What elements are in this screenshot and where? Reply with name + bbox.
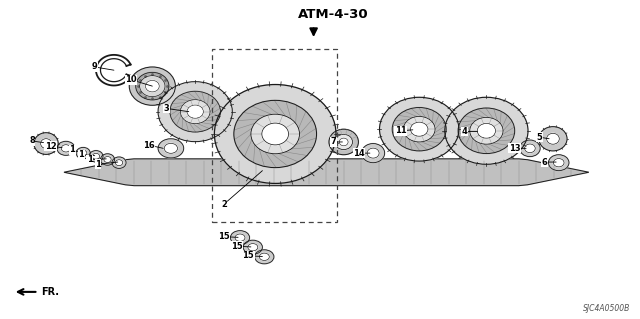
Ellipse shape [520,140,540,157]
Ellipse shape [362,144,385,163]
Text: 1: 1 [78,150,95,159]
Text: 15: 15 [218,232,238,241]
Ellipse shape [34,133,58,154]
Ellipse shape [367,148,379,158]
Ellipse shape [392,108,446,151]
Ellipse shape [380,97,459,161]
Ellipse shape [262,123,289,145]
Ellipse shape [255,250,274,264]
Text: 11: 11 [395,126,413,135]
Text: 8: 8 [29,137,44,145]
Text: FR.: FR. [42,287,60,297]
Ellipse shape [40,139,52,148]
Text: 5: 5 [536,133,549,142]
Polygon shape [64,159,589,186]
Ellipse shape [339,138,348,146]
Ellipse shape [145,80,159,92]
Ellipse shape [104,157,111,162]
Ellipse shape [477,123,495,138]
Text: 9: 9 [92,63,114,71]
Text: 7: 7 [331,137,342,146]
Bar [212,49,337,222]
Ellipse shape [136,72,169,100]
Ellipse shape [335,134,353,150]
Ellipse shape [100,154,115,165]
Text: 14: 14 [353,149,370,158]
Ellipse shape [548,155,569,171]
Text: 10: 10 [125,75,152,86]
Ellipse shape [57,141,75,155]
Ellipse shape [158,82,232,142]
Text: 3: 3 [164,104,189,113]
Ellipse shape [180,100,210,124]
Ellipse shape [403,116,435,142]
Text: 1: 1 [69,145,82,154]
Ellipse shape [243,240,262,254]
Ellipse shape [112,157,126,168]
Ellipse shape [554,159,564,167]
Ellipse shape [410,122,428,136]
Ellipse shape [170,91,220,132]
Ellipse shape [129,67,175,105]
Ellipse shape [458,108,515,153]
Ellipse shape [525,144,535,153]
Text: 6: 6 [541,158,556,167]
Text: 2: 2 [221,171,262,209]
Text: ATM-4-30: ATM-4-30 [298,8,368,21]
Ellipse shape [329,129,358,155]
Ellipse shape [140,76,165,97]
Ellipse shape [164,143,177,153]
Text: SJC4A0500B: SJC4A0500B [583,304,630,313]
Ellipse shape [547,133,559,144]
Ellipse shape [187,105,204,118]
Ellipse shape [251,114,300,154]
Ellipse shape [89,151,103,162]
Text: 12: 12 [45,142,62,151]
Ellipse shape [61,145,70,152]
Ellipse shape [539,127,567,151]
Text: 13: 13 [509,144,526,153]
Ellipse shape [115,160,123,166]
Ellipse shape [259,253,269,260]
Ellipse shape [235,234,245,241]
Ellipse shape [230,231,250,245]
Ellipse shape [76,147,90,159]
Text: 4: 4 [461,127,477,136]
Ellipse shape [214,85,336,183]
Text: 1: 1 [95,160,118,169]
Ellipse shape [158,139,184,158]
Text: 16: 16 [143,141,163,150]
Ellipse shape [445,97,528,164]
Ellipse shape [248,244,258,251]
Text: 1: 1 [86,155,106,164]
Ellipse shape [79,150,87,156]
Text: 15: 15 [231,242,251,251]
Ellipse shape [470,117,503,144]
Text: 15: 15 [243,251,262,260]
Ellipse shape [92,153,100,159]
Ellipse shape [234,100,317,167]
